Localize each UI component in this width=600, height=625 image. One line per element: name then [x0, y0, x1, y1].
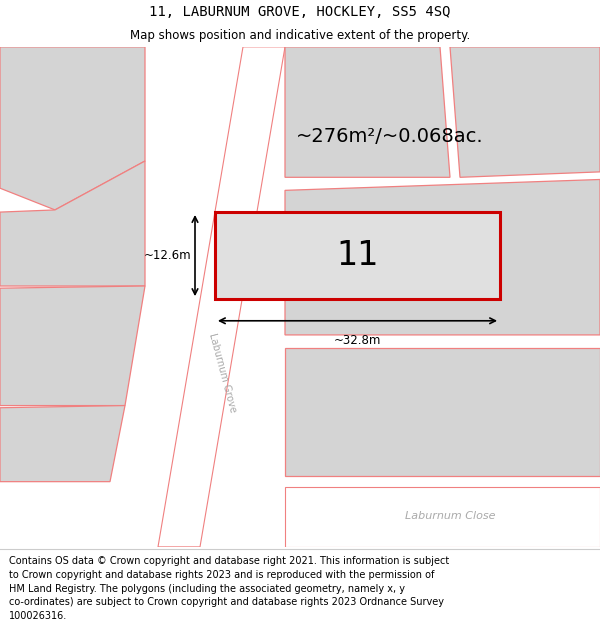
Text: 11, LABURNUM GROVE, HOCKLEY, SS5 4SQ: 11, LABURNUM GROVE, HOCKLEY, SS5 4SQ [149, 5, 451, 19]
Polygon shape [285, 487, 600, 547]
Polygon shape [158, 47, 285, 547]
Polygon shape [215, 212, 500, 299]
Text: 11: 11 [336, 239, 379, 272]
Text: Contains OS data © Crown copyright and database right 2021. This information is : Contains OS data © Crown copyright and d… [9, 556, 449, 566]
Polygon shape [285, 179, 600, 335]
Text: Laburnum Close: Laburnum Close [405, 511, 495, 521]
Text: to Crown copyright and database rights 2023 and is reproduced with the permissio: to Crown copyright and database rights 2… [9, 570, 434, 580]
Polygon shape [450, 47, 600, 177]
Polygon shape [285, 47, 450, 177]
Polygon shape [0, 406, 125, 482]
Polygon shape [0, 286, 145, 406]
Text: co-ordinates) are subject to Crown copyright and database rights 2023 Ordnance S: co-ordinates) are subject to Crown copyr… [9, 598, 444, 608]
Text: ~12.6m: ~12.6m [143, 249, 191, 262]
Text: ~276m²/~0.068ac.: ~276m²/~0.068ac. [296, 126, 484, 146]
Polygon shape [285, 348, 600, 476]
Text: 100026316.: 100026316. [9, 611, 67, 621]
Text: HM Land Registry. The polygons (including the associated geometry, namely x, y: HM Land Registry. The polygons (includin… [9, 584, 405, 594]
Text: ~32.8m: ~32.8m [334, 334, 381, 347]
Polygon shape [0, 161, 145, 286]
Text: Map shows position and indicative extent of the property.: Map shows position and indicative extent… [130, 29, 470, 42]
Polygon shape [0, 47, 145, 210]
Text: Laburnum Grove: Laburnum Grove [206, 332, 238, 414]
